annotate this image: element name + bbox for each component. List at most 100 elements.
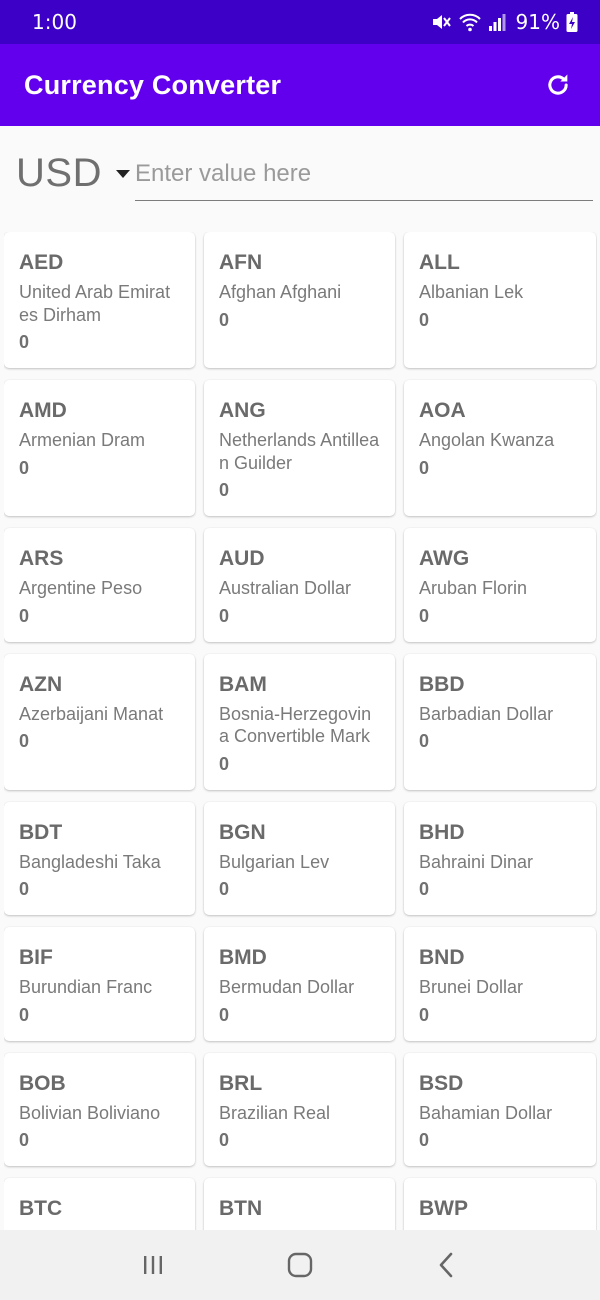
currency-card-bdt[interactable]: BDT Bangladeshi Taka 0	[4, 801, 195, 915]
converter-input-row: USD	[0, 126, 600, 226]
currency-value: 0	[219, 753, 230, 774]
currency-card-bam[interactable]: BAM Bosnia-Herzegovina Convertible Mark 0	[204, 653, 395, 790]
mute-icon	[432, 15, 451, 29]
selected-currency: USD	[16, 150, 102, 195]
currency-card-bnd[interactable]: BND Brunei Dollar 0	[404, 927, 596, 1041]
currency-code: AZN	[19, 672, 63, 696]
currency-value: 0	[219, 1130, 230, 1150]
currency-card-bif[interactable]: BIF Burundian Franc 0	[4, 927, 195, 1041]
currency-code: BBD	[419, 672, 465, 696]
battery-charging-icon	[566, 12, 578, 32]
currency-name: Azerbaijani Manat	[19, 703, 164, 724]
currency-card-bhd[interactable]: BHD Bahraini Dinar 0	[404, 801, 596, 915]
currency-card-ars[interactable]: ARS Argentine Peso 0	[4, 528, 195, 642]
currency-name: Barbadian Dollar	[419, 703, 554, 724]
currency-card-bgn[interactable]: BGN Bulgarian Lev 0	[204, 801, 395, 915]
currency-card-bob[interactable]: BOB Bolivian Boliviano 0	[4, 1052, 195, 1166]
currency-card-aud[interactable]: AUD Australian Dollar 0	[204, 528, 395, 642]
currency-card-brl[interactable]: BRL Brazilian Real 0	[204, 1052, 395, 1166]
currency-grid: AED United Arab Emirates Dirham 0 AFN Afghan…	[4, 232, 597, 1230]
currency-name: Bahraini Dinar	[419, 851, 534, 872]
currency-card-bwp[interactable]: BWP	[404, 1178, 596, 1230]
currency-code: BGN	[219, 820, 266, 844]
currency-code: BOB	[19, 1071, 66, 1095]
currency-card-bsd[interactable]: BSD Bahamian Dollar 0	[404, 1052, 596, 1166]
currency-card-all[interactable]: ALL Albanian Lek 0	[404, 232, 596, 368]
recent-apps-icon	[144, 1256, 163, 1274]
currency-value: 0	[19, 1004, 30, 1025]
currency-name: Bulgarian Lev	[219, 851, 330, 872]
currency-value: 0	[419, 1004, 430, 1025]
currency-code: AWG	[419, 547, 470, 570]
status-time: 1:00	[32, 10, 77, 34]
currency-code: AFN	[219, 251, 263, 274]
status-bar: 1:00 91%	[0, 0, 600, 44]
currency-code: BRL	[219, 1071, 263, 1095]
currency-selector[interactable]: USD	[16, 148, 130, 198]
currency-name: Netherlands Antillean Guilder	[219, 430, 380, 473]
currency-value: 0	[19, 731, 30, 751]
currency-name: Bangladeshi Taka	[19, 851, 161, 872]
currency-value: 0	[19, 605, 30, 626]
status-icons: 91%	[430, 10, 578, 34]
currency-card-bmd[interactable]: BMD Bermudan Dollar 0	[204, 927, 395, 1041]
currency-value: 0	[419, 1130, 430, 1150]
value-input[interactable]	[135, 148, 593, 201]
currency-card-btc[interactable]: BTC	[4, 1178, 195, 1230]
home-button[interactable]	[270, 1235, 330, 1295]
currency-name: Bolivian Boliviano	[19, 1102, 161, 1123]
refresh-icon	[548, 74, 568, 95]
currency-value: 0	[219, 1004, 230, 1025]
currency-name: Australian Dollar	[219, 578, 352, 598]
currency-code: BTC	[19, 1197, 63, 1220]
currency-card-afn[interactable]: AFN Afghan Afghani 0	[204, 232, 395, 368]
currency-card-bbd[interactable]: BBD Barbadian Dollar 0	[404, 653, 596, 790]
currency-value: 0	[219, 309, 230, 330]
currency-name: Angolan Kwanza	[419, 430, 555, 450]
currency-name: United Arab Emirates Dirham	[19, 282, 171, 325]
home-icon	[287, 1252, 313, 1278]
currency-code: BWP	[419, 1197, 468, 1220]
currency-value: 0	[419, 457, 430, 478]
signal-icon	[488, 14, 506, 31]
currency-card-btn[interactable]: BTN	[204, 1178, 395, 1230]
currency-name: Burundian Franc	[19, 977, 153, 997]
dropdown-arrow-icon	[115, 170, 130, 178]
currency-code: ALL	[419, 251, 460, 274]
currency-card-aed[interactable]: AED United Arab Emirates Dirham 0	[4, 232, 195, 368]
back-button[interactable]	[417, 1235, 477, 1295]
currency-code: AMD	[19, 399, 67, 422]
currency-code: BAM	[219, 672, 267, 696]
currency-name: Bosnia-Herzegovina Convertible Mark	[219, 703, 372, 747]
currency-value: 0	[219, 605, 230, 626]
currency-name: Argentine Peso	[19, 578, 143, 598]
currency-code: BHD	[419, 820, 465, 844]
currency-value: 0	[219, 879, 230, 899]
currency-card-aoa[interactable]: AOA Angolan Kwanza 0	[404, 380, 596, 516]
currency-code: BDT	[19, 820, 63, 844]
currency-name: Aruban Florin	[419, 578, 528, 598]
recent-apps-button[interactable]	[123, 1235, 183, 1295]
currency-name: Bahamian Dollar	[419, 1102, 553, 1123]
wifi-icon	[458, 13, 481, 32]
currency-code: AOA	[419, 399, 466, 422]
currency-value: 0	[419, 605, 430, 626]
currency-name: Brunei Dollar	[419, 977, 524, 997]
currency-value: 0	[19, 1130, 30, 1150]
currency-code: BMD	[219, 946, 267, 969]
currency-code: AUD	[219, 547, 265, 570]
app-bar: Currency Converter	[0, 44, 600, 126]
currency-card-amd[interactable]: AMD Armenian Dram 0	[4, 380, 195, 516]
refresh-button[interactable]	[538, 65, 578, 105]
currency-code: AED	[19, 251, 64, 274]
back-icon	[439, 1252, 452, 1278]
currency-value: 0	[19, 332, 30, 352]
currency-card-awg[interactable]: AWG Aruban Florin 0	[404, 528, 596, 642]
currency-card-azn[interactable]: AZN Azerbaijani Manat 0	[4, 653, 195, 790]
app-title: Currency Converter	[24, 69, 282, 100]
currency-card-ang[interactable]: ANG Netherlands Antillean Guilder 0	[204, 380, 395, 516]
currency-name: Bermudan Dollar	[219, 977, 355, 997]
currency-name: Armenian Dram	[19, 430, 146, 450]
currency-code: BND	[419, 946, 465, 969]
